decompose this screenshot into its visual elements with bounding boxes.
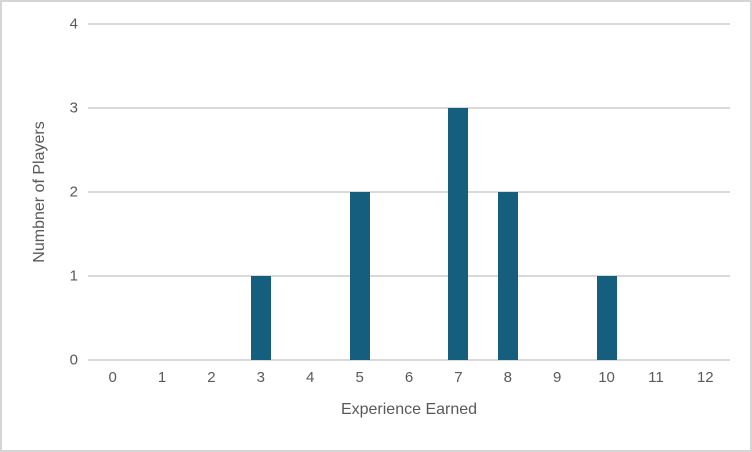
x-tick-label: 9 [552, 369, 562, 386]
gridline [88, 107, 730, 109]
bar-x8 [497, 192, 518, 360]
y-tick-label: 3 [69, 99, 78, 117]
y-tick-label: 0 [69, 351, 78, 369]
plot-area [88, 23, 730, 361]
y-tick-label: 2 [69, 183, 78, 201]
x-tick-label: 4 [306, 369, 315, 386]
bar-x3 [250, 276, 271, 360]
x-tick-label: 2 [207, 369, 216, 386]
bar-x5 [349, 192, 370, 360]
x-tick-label: 10 [598, 369, 615, 386]
x-tick-label: 6 [404, 369, 414, 386]
x-axis-tick-labels: 0 1 2 3 4 5 6 7 8 9 10 11 12 [88, 370, 730, 390]
gridline [88, 23, 730, 25]
x-tick-label: 1 [157, 369, 167, 386]
x-axis-title: Experience Earned [340, 401, 478, 418]
x-tick-label: 8 [503, 369, 512, 386]
x-tick-label: 3 [256, 369, 266, 386]
y-axis-tick-labels: 0 1 2 3 4 [2, 17, 78, 368]
x-tick-label: 0 [108, 369, 117, 386]
x-axis-line [88, 359, 730, 361]
x-tick-label: 12 [696, 369, 714, 386]
gridline [88, 191, 730, 193]
x-tick-label: 5 [355, 369, 364, 386]
bar-x10 [596, 276, 617, 360]
bar-x7 [448, 108, 469, 360]
x-tick-label: 7 [454, 369, 463, 386]
y-tick-label: 1 [69, 267, 78, 285]
x-tick-label: 11 [648, 369, 664, 386]
gridline [88, 275, 730, 277]
y-tick-label: 4 [69, 15, 78, 33]
